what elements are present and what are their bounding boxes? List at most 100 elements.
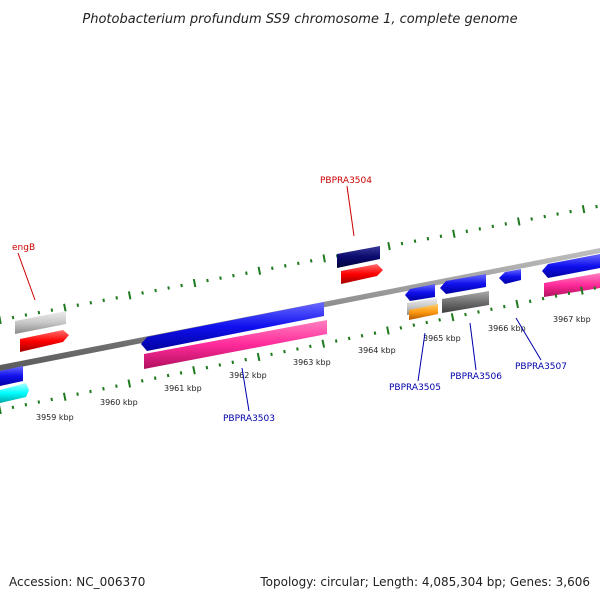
scale-dot-upper xyxy=(192,278,197,288)
scale-dot-lower xyxy=(399,326,403,330)
scale-dot-upper xyxy=(219,276,222,280)
scale-dot-lower xyxy=(309,344,312,349)
scale-dot-lower xyxy=(438,318,441,322)
scale-dot-upper xyxy=(50,308,54,312)
scale-dot-upper xyxy=(257,266,262,275)
scale-dot-lower xyxy=(450,313,455,322)
gene-feature-lightgray[interactable] xyxy=(15,311,66,334)
scale-dot-lower xyxy=(127,379,132,388)
scale-dot-upper xyxy=(24,313,28,317)
scale-dot-upper xyxy=(556,212,559,216)
scale-dot-upper xyxy=(504,222,508,226)
gene-label-PBPRA3506[interactable]: PBPRA3506 xyxy=(450,372,502,382)
leader-PBPRA3504 xyxy=(346,185,355,237)
scale-dot-upper xyxy=(284,264,287,268)
leader-PBPRA3505 xyxy=(417,332,426,382)
scale-dot-upper xyxy=(206,278,209,283)
scale-dot-upper xyxy=(569,209,572,214)
gene-feature-PBPRA3503[interactable] xyxy=(144,320,327,369)
scale-dot-lower xyxy=(425,320,428,325)
scale-dot-upper xyxy=(413,239,417,243)
scale-dot-lower xyxy=(283,349,286,354)
scale-dot-upper xyxy=(491,224,495,229)
scale-dot-upper xyxy=(309,259,313,263)
scale-dot-lower xyxy=(102,386,105,391)
leader-PBPRA3506 xyxy=(469,322,477,371)
scale-dot-upper xyxy=(127,291,132,300)
gene-feature-pink-right[interactable] xyxy=(544,273,600,297)
scale-dot-lower xyxy=(580,286,584,295)
scale-dot-lower xyxy=(50,397,53,402)
tick-label-3961: 3961 kbp xyxy=(164,384,202,393)
scale-dot-lower xyxy=(270,352,273,357)
gene-feature-PBPRA3507[interactable] xyxy=(499,269,521,284)
tick-label-3959: 3959 kbp xyxy=(36,413,74,422)
scale-dot-lower xyxy=(166,373,170,378)
gene-label-engB[interactable]: engB xyxy=(12,243,35,253)
scale-dot-lower xyxy=(296,347,299,351)
scale-dot-lower xyxy=(256,352,261,362)
scale-dot-lower xyxy=(89,389,92,394)
scale-dot-upper xyxy=(232,273,235,278)
scale-dot-upper xyxy=(102,298,105,303)
scale-dot-lower xyxy=(360,333,364,338)
scale-dot-upper xyxy=(400,241,404,246)
scale-dot-upper xyxy=(595,204,598,209)
scale-dot-upper xyxy=(271,266,274,270)
gene-feature-blue-left[interactable] xyxy=(0,366,23,386)
scale-dot-lower xyxy=(334,339,338,343)
scale-dot-lower xyxy=(231,360,235,365)
scale-dot-lower xyxy=(490,307,493,311)
tick-label-3965: 3965 kbp xyxy=(423,334,461,343)
scale-dots-upper xyxy=(0,204,598,325)
scale-dot-lower xyxy=(373,331,377,335)
scale-dot-lower xyxy=(62,392,67,401)
scale-dot-upper xyxy=(115,296,118,300)
gene-feature-engB[interactable] xyxy=(20,330,69,352)
scale-dot-lower xyxy=(153,376,157,380)
scale-dot-lower xyxy=(412,323,416,327)
tick-label-3964: 3964 kbp xyxy=(358,346,396,355)
gene-label-PBPRA3504[interactable]: PBPRA3504 xyxy=(320,176,372,186)
scale-dot-lower xyxy=(205,365,209,370)
scale-dot-lower xyxy=(464,312,467,317)
scale-dot-lower xyxy=(115,384,118,388)
leader-PBPRA3507 xyxy=(515,317,542,361)
gene-feature-blue-right[interactable] xyxy=(542,254,600,278)
gene-label-PBPRA3503[interactable]: PBPRA3503 xyxy=(223,414,275,424)
gene-feature-PBPRA3505[interactable] xyxy=(409,304,438,320)
tick-label-3966: 3966 kbp xyxy=(488,324,526,333)
gene-labels: engB PBPRA3504 PBPRA3503 PBPRA3505 PBPRA… xyxy=(12,176,567,424)
scale-dot-upper xyxy=(63,303,67,312)
scale-dot-upper xyxy=(465,229,469,234)
scale-dot-lower xyxy=(593,286,597,290)
scale-dot-lower xyxy=(0,405,2,415)
gene-label-PBPRA3507[interactable]: PBPRA3507 xyxy=(515,362,567,372)
scale-dot-lower xyxy=(554,294,558,298)
gene-feature-cyan-left[interactable] xyxy=(0,383,29,403)
leader-engB xyxy=(17,252,36,301)
scale-dot-lower xyxy=(192,366,196,375)
scale-dot-lower xyxy=(477,310,480,314)
scale-dot-upper xyxy=(517,217,521,226)
gene-feature-PBPRA3506[interactable] xyxy=(442,291,489,313)
scale-dot-lower xyxy=(541,296,545,301)
gene-feature-PBPRA3504[interactable] xyxy=(341,264,383,284)
tick-label-3960: 3960 kbp xyxy=(100,398,138,407)
gene-feature-blue-small[interactable] xyxy=(405,284,435,301)
gene-feature-blue-long[interactable] xyxy=(141,302,324,351)
scale-dot-upper xyxy=(167,286,170,290)
scale-dot-upper xyxy=(581,205,586,214)
scale-dot-upper xyxy=(530,217,533,221)
scale-dot-upper xyxy=(0,315,2,325)
gene-feature-PBPRA3504-navy[interactable] xyxy=(337,246,380,268)
scale-dot-upper xyxy=(439,234,443,238)
scale-dot-lower xyxy=(347,336,351,341)
scale-dot-lower xyxy=(11,405,15,410)
scale-dot-upper xyxy=(387,242,391,251)
gene-feature-blue-mid[interactable] xyxy=(440,274,486,294)
scale-dot-upper xyxy=(478,227,482,231)
scale-dot-lower xyxy=(179,371,183,375)
gene-label-PBPRA3505[interactable]: PBPRA3505 xyxy=(389,383,441,393)
scale-dot-lower xyxy=(218,363,222,367)
